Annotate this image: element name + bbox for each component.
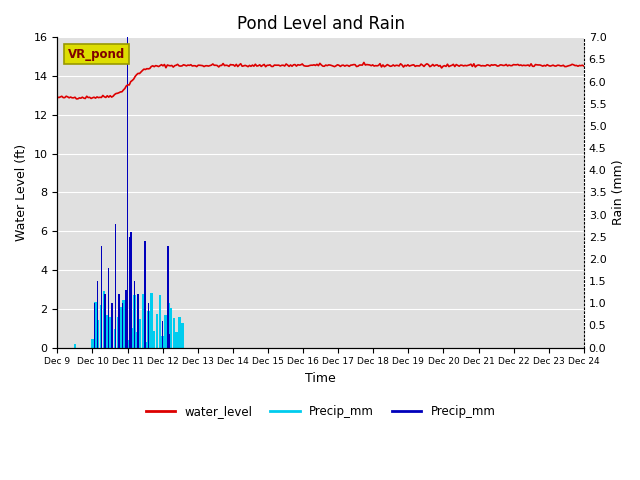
Bar	[175, 332, 178, 348]
Legend: water_level, Precip_mm, Precip_mm: water_level, Precip_mm, Precip_mm	[141, 400, 500, 422]
Text: VR_pond: VR_pond	[68, 48, 125, 60]
Bar	[111, 303, 113, 348]
Bar	[127, 37, 129, 348]
Bar	[173, 318, 175, 348]
Bar	[181, 324, 184, 348]
X-axis label: Time: Time	[305, 372, 336, 385]
Bar	[100, 246, 102, 348]
Bar	[179, 317, 180, 348]
Bar	[167, 246, 169, 348]
Bar	[145, 241, 146, 348]
Bar	[116, 317, 119, 348]
Bar	[162, 321, 163, 348]
Y-axis label: Water Level (ft): Water Level (ft)	[15, 144, 28, 241]
Bar	[153, 331, 156, 348]
Bar	[145, 342, 147, 348]
Bar	[133, 295, 136, 348]
Bar	[134, 281, 135, 348]
Bar	[119, 307, 122, 348]
Bar	[93, 303, 95, 348]
Bar	[142, 294, 144, 348]
Bar	[161, 336, 164, 348]
Bar	[122, 300, 125, 348]
Bar	[102, 291, 105, 348]
Bar	[139, 319, 141, 348]
Bar	[97, 281, 99, 348]
Bar	[100, 305, 102, 348]
Bar	[108, 316, 111, 348]
Bar	[147, 311, 150, 348]
Bar	[169, 334, 170, 348]
Bar	[106, 314, 108, 348]
Bar	[150, 293, 153, 348]
Bar	[97, 320, 99, 348]
Bar	[128, 340, 130, 348]
Bar	[125, 290, 127, 348]
Bar	[148, 303, 149, 348]
Bar	[122, 303, 123, 348]
Bar	[138, 294, 139, 348]
Bar	[74, 344, 76, 348]
Bar	[167, 303, 170, 348]
Bar	[92, 339, 93, 348]
Bar	[115, 224, 116, 348]
Bar	[125, 323, 127, 348]
Bar	[156, 314, 158, 348]
Bar	[136, 332, 139, 348]
Title: Pond Level and Rain: Pond Level and Rain	[237, 15, 404, 33]
Bar	[104, 294, 106, 348]
Bar	[131, 232, 132, 348]
Bar	[108, 268, 109, 348]
Bar	[114, 329, 116, 348]
Bar	[118, 294, 120, 348]
Bar	[170, 308, 172, 348]
Y-axis label: Rain (mm): Rain (mm)	[612, 160, 625, 225]
Bar	[164, 315, 167, 348]
Bar	[129, 237, 130, 348]
Bar	[94, 302, 97, 348]
Bar	[131, 328, 133, 348]
Bar	[159, 295, 161, 348]
Bar	[111, 339, 113, 348]
